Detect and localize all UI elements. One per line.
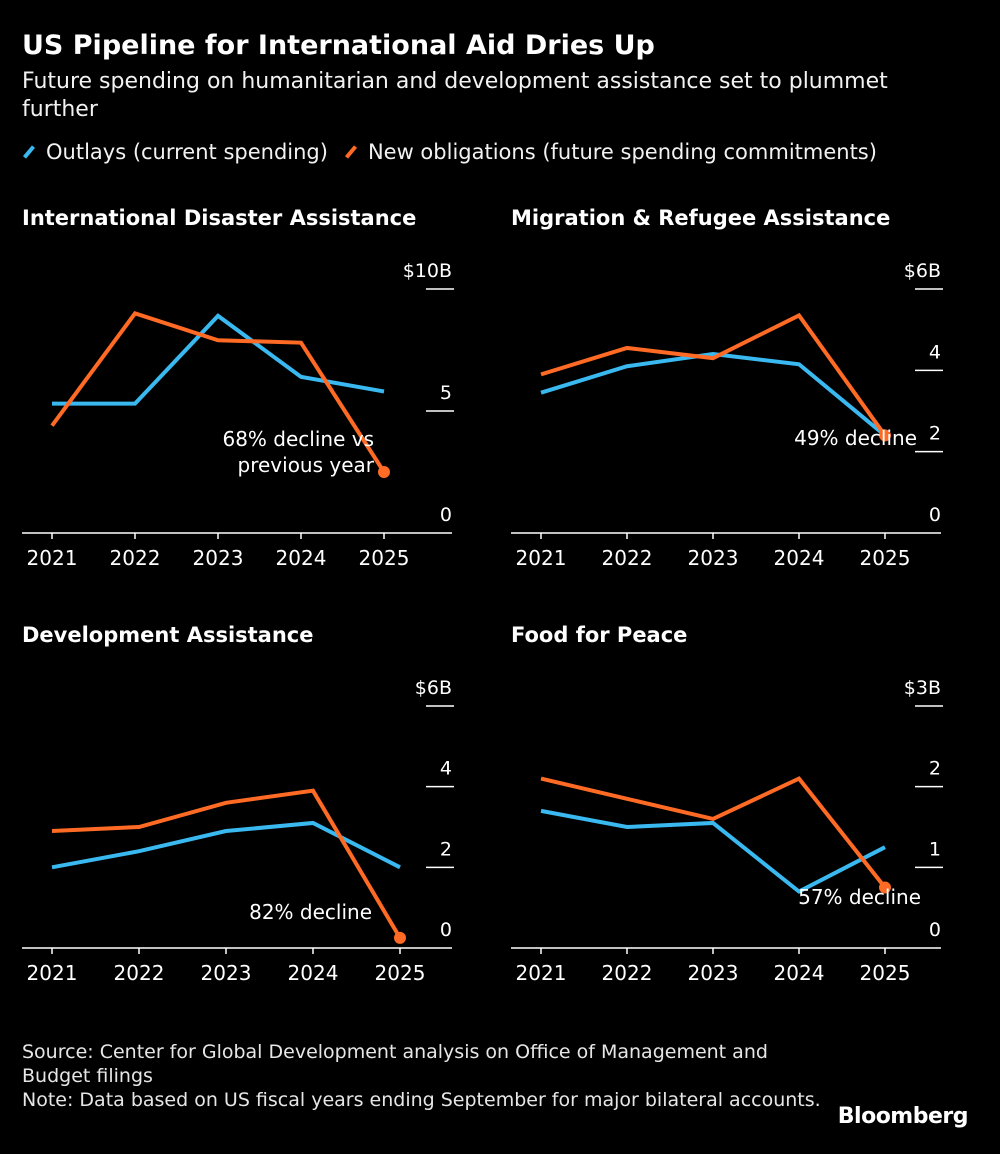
legend: Outlays (current spending) New obligatio…	[22, 140, 893, 164]
series-line-obligations	[50, 311, 386, 474]
x-tick-label: 2025	[860, 546, 911, 570]
x-tick-label: 2022	[602, 546, 653, 570]
panel-title-disaster: International Disaster Assistance	[22, 206, 417, 230]
annotation-text: 82% decline	[249, 900, 372, 924]
y-tick-label: 0	[440, 919, 452, 941]
legend-swatch-obligations	[344, 145, 357, 159]
x-tick-label: 2024	[774, 546, 825, 570]
x-tick-label: 2021	[516, 961, 567, 985]
series-line-obligations	[51, 788, 402, 939]
legend-swatch-outlays	[22, 145, 36, 159]
x-tick-label: 2021	[27, 546, 78, 570]
series-endpoint-obligations	[394, 931, 406, 944]
x-tick-label: 2025	[359, 546, 410, 570]
panel-title-development: Development Assistance	[22, 623, 314, 647]
panel-title-migration: Migration & Refugee Assistance	[511, 206, 891, 230]
x-tick-label: 2023	[193, 546, 244, 570]
legend-item-outlays: Outlays (current spending)	[22, 140, 328, 164]
series-endpoint-obligations	[879, 881, 891, 894]
series-endpoint-obligations	[879, 429, 891, 442]
footer: Source: Center for Global Development an…	[22, 1040, 822, 1112]
data-note: Note: Data based on US fiscal years endi…	[22, 1089, 821, 1111]
chart-migration-refugee: 0 2 4 $6B 2021 2022 2023 2024 2025 49% decline	[511, 260, 943, 570]
legend-label-outlays: Outlays (current spending)	[46, 140, 328, 164]
source-note: Source: Center for Global Development an…	[22, 1041, 768, 1087]
x-tick-label: 2023	[688, 961, 739, 985]
panel-title-food: Food for Peace	[511, 623, 688, 647]
legend-item-obligations: New obligations (future spending commitm…	[344, 140, 877, 164]
x-tick-label: 2024	[276, 546, 327, 570]
x-tick-label: 2025	[860, 961, 911, 985]
x-tick-label: 2023	[201, 961, 252, 985]
y-tick-label: $10B	[403, 260, 452, 282]
chart-development-assistance: 0 2 4 $6B 2021 2022 2023 2024 2025 82% decline	[22, 677, 454, 985]
x-tick-label: 2023	[688, 546, 739, 570]
y-tick-label: 0	[440, 504, 452, 526]
series-line-outlays	[540, 808, 886, 894]
y-tick-label: 5	[440, 382, 452, 404]
annotation-text: previous year	[238, 453, 375, 477]
y-tick-label: 4	[929, 341, 941, 363]
x-tick-label: 2021	[27, 961, 78, 985]
y-tick-label: 2	[929, 758, 941, 780]
bloomberg-logo: Bloomberg	[837, 1104, 969, 1129]
series-line-obligations	[540, 312, 887, 437]
y-tick-label: 4	[440, 758, 452, 780]
x-tick-label: 2024	[774, 961, 825, 985]
y-tick-label: 2	[929, 423, 941, 445]
x-tick-label: 2022	[114, 961, 165, 985]
series-line-obligations	[540, 776, 887, 889]
chart-subtitle: Future spending on humanitarian and deve…	[22, 69, 888, 122]
annotation-text: 49% decline	[794, 426, 917, 450]
series-endpoint-obligations	[378, 466, 390, 478]
y-tick-label: $3B	[904, 677, 941, 699]
x-tick-label: 2021	[516, 546, 567, 570]
y-tick-label: $6B	[904, 260, 941, 282]
series-line-outlays	[540, 352, 887, 437]
annotation-text: 57% decline	[798, 885, 921, 909]
x-tick-label: 2022	[110, 546, 161, 570]
y-tick-label: 1	[929, 838, 941, 860]
series-line-outlays	[52, 313, 385, 406]
y-tick-label: 0	[929, 919, 941, 941]
y-tick-label: $6B	[415, 677, 452, 699]
x-tick-label: 2022	[602, 961, 653, 985]
x-tick-label: 2024	[288, 961, 339, 985]
annotation-text: 68% decline vs	[222, 427, 374, 451]
chart-food-for-peace: 0 1 2 $3B 2021 2022 2023 2024 2025 57% decline	[511, 677, 943, 985]
y-tick-label: 2	[440, 838, 452, 860]
chart-disaster-assistance: 0 5 $10B 2021 2022 2023 2024 2025 68% decline vs…	[22, 260, 454, 570]
x-tick-label: 2025	[375, 961, 426, 985]
legend-label-obligations: New obligations (future spending commitm…	[367, 140, 877, 164]
chart-title: US Pipeline for International Aid Dries …	[22, 30, 655, 61]
y-tick-label: 0	[929, 504, 941, 526]
